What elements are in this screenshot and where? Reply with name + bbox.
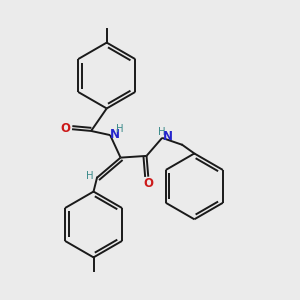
Text: H: H [158, 127, 165, 137]
Text: N: N [110, 128, 120, 141]
Text: N: N [163, 130, 173, 143]
Text: H: H [85, 171, 93, 181]
Text: H: H [116, 124, 124, 134]
Text: O: O [61, 122, 71, 135]
Text: O: O [143, 177, 153, 190]
